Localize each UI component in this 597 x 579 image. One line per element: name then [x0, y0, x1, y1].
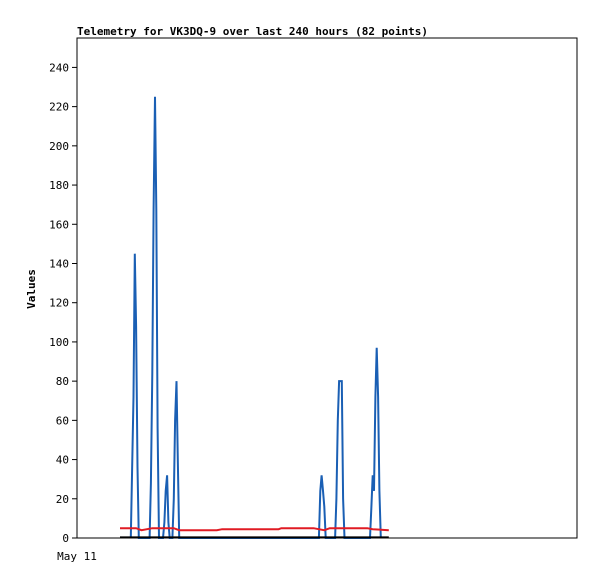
y-tick-label: 0: [62, 532, 69, 545]
y-tick-label: 80: [56, 375, 69, 388]
y-tick-label: 180: [49, 179, 69, 192]
y-tick-label: 240: [49, 61, 69, 74]
y-tick-label: 140: [49, 257, 69, 270]
chart-title: Telemetry for VK3DQ-9 over last 240 hour…: [77, 25, 428, 38]
series-line-2: [120, 527, 389, 532]
y-tick-label: 200: [49, 140, 69, 153]
series-layer: [120, 96, 389, 539]
y-tick-label: 120: [49, 297, 69, 310]
y-tick-label: 40: [56, 454, 69, 467]
series-line-1: [129, 96, 382, 539]
y-tick-label: 100: [49, 336, 69, 349]
y-axis: 0 20 40 60 80 100 120 140 160 180 200 220 240: [49, 61, 77, 545]
y-tick-label: 160: [49, 218, 69, 231]
x-axis: May 11: [57, 550, 97, 563]
x-tick-label: May 11: [57, 550, 97, 563]
y-tick-label: 60: [56, 414, 69, 427]
y-tick-label: 220: [49, 101, 69, 114]
y-axis-label: Values: [25, 269, 38, 309]
y-tick-label: 20: [56, 493, 69, 506]
